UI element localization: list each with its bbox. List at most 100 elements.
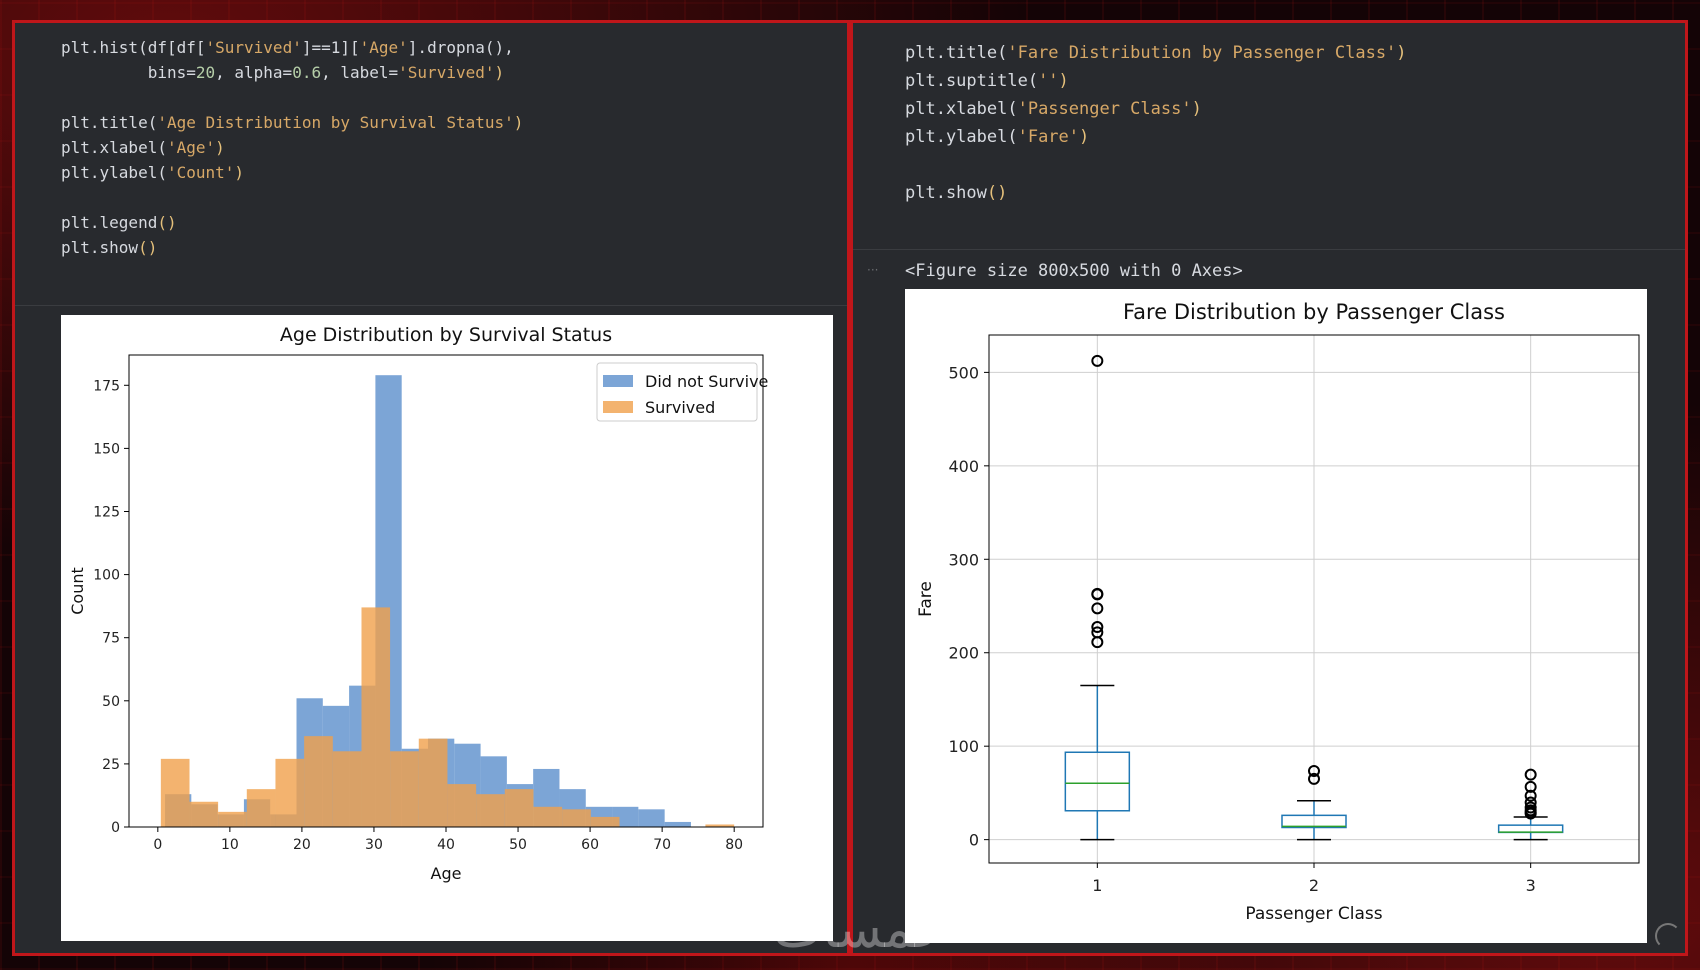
histogram-bar [638, 809, 665, 827]
x-tick-label: 20 [293, 837, 311, 853]
x-tick-label: 40 [437, 837, 455, 853]
code-token: plt.show [905, 183, 987, 203]
histogram-bar [504, 789, 534, 827]
code-token: plt.legend [61, 213, 158, 232]
outlier-point [1091, 602, 1104, 615]
code-line: plt.show() [905, 179, 1407, 207]
code-editor-right[interactable]: plt.title('Fare Distribution by Passenge… [905, 39, 1407, 207]
outlier-point [1091, 621, 1104, 634]
code-token: , label= [321, 63, 399, 82]
output-collapse-icon[interactable]: ··· [867, 263, 879, 277]
code-line: plt.title('Age Distribution by Survival … [61, 110, 523, 135]
code-token: () [157, 213, 177, 232]
histogram-bar [218, 811, 247, 827]
code-token: ) [215, 138, 225, 157]
y-tick-label: 50 [102, 694, 120, 710]
outlier-point [1524, 801, 1537, 814]
code-token: 'Fare Distribution by Passenger Class' [1007, 43, 1397, 63]
code-token: ) [1058, 71, 1069, 91]
code-token: 0.6 [292, 63, 322, 82]
notebook-cell-right[interactable]: plt.title('Fare Distribution by Passenge… [850, 20, 1688, 956]
code-line: plt.ylabel('Count') [61, 160, 523, 185]
y-tick-label: 75 [102, 631, 120, 647]
y-tick-label: 100 [93, 568, 120, 584]
outlier-point [1091, 354, 1104, 367]
code-token: plt.title( [61, 113, 158, 132]
x-tick-label: 50 [509, 837, 527, 853]
code-token: ].dropna(), [407, 38, 514, 57]
histogram-bar [664, 821, 691, 827]
code-token: 'Survived' [398, 63, 495, 82]
x-tick-label: 80 [725, 837, 743, 853]
x-tick-label: 3 [1526, 876, 1536, 895]
code-token: 'Fare' [1017, 127, 1080, 147]
histogram-bar [246, 789, 276, 827]
code-line: bins=20, alpha=0.6, label='Survived') [61, 60, 523, 85]
legend-label: Did not Survive [645, 372, 768, 391]
code-token: 'Age Distribution by Survival Status' [157, 113, 514, 132]
x-tick-label: 2 [1309, 876, 1319, 895]
code-line: plt.legend() [61, 210, 523, 235]
code-line: plt.suptitle('') [905, 67, 1407, 95]
code-token: ]==1][ [301, 38, 360, 57]
code-editor-left[interactable]: plt.hist(df[df['Survived']==1]['Age'].dr… [61, 35, 523, 260]
code-token: '' [1038, 71, 1059, 91]
notebook-cell-left[interactable]: plt.hist(df[df['Survived']==1]['Age'].dr… [12, 20, 850, 956]
histogram-plot: 0 10 20 30 40 50 60 70 80 0 25 50 75 100 125 150 175 Age … [61, 315, 833, 941]
code-token: () [986, 183, 1008, 203]
chart-title: Age Distribution by Survival Status [280, 324, 612, 346]
outlier-point [1524, 780, 1537, 793]
code-token: ) [234, 163, 245, 182]
x-tick-label: 70 [653, 837, 671, 853]
histogram-bar [275, 758, 305, 827]
y-tick-label: 0 [111, 820, 120, 836]
code-token: bins= [61, 63, 196, 82]
y-tick-label: 125 [93, 504, 120, 520]
code-token: 20 [195, 63, 216, 82]
y-tick-label: 500 [948, 363, 979, 382]
box [1064, 751, 1131, 812]
code-token: 'Survived' [205, 38, 302, 57]
y-tick-label: 150 [93, 441, 120, 457]
code-token: () [138, 238, 158, 257]
code-line: plt.hist(df[df['Survived']==1]['Age'].dr… [61, 35, 523, 60]
x-axis-label: Passenger Class [1245, 904, 1382, 924]
code-line: plt.ylabel('Fare') [905, 123, 1407, 151]
code-token: plt.xlabel( [61, 138, 167, 157]
legend-swatch [603, 401, 633, 413]
y-tick-label: 175 [93, 378, 120, 394]
legend-swatch [603, 375, 633, 387]
code-line [61, 85, 523, 110]
y-tick-label: 100 [948, 737, 979, 756]
y-tick-label: 300 [948, 550, 979, 569]
x-tick-label: 30 [365, 837, 383, 853]
x-tick-label: 60 [581, 837, 599, 853]
y-axis-label: Count [68, 567, 87, 615]
histogram-bar [705, 824, 735, 827]
outlier-point [1091, 626, 1104, 639]
code-token: plt.ylabel( [61, 163, 167, 182]
x-tick-label: 1 [1092, 876, 1102, 895]
histogram-chart: 0 10 20 30 40 50 60 70 80 0 25 50 75 100 125 150 175 Age … [68, 324, 768, 883]
x-axis-label: Age [431, 864, 462, 883]
code-token: ) [513, 113, 524, 132]
histogram-bar [447, 784, 477, 827]
histogram-bar [533, 806, 563, 827]
histogram-bar [590, 816, 620, 827]
watermark-logo: خمسات [773, 900, 947, 960]
code-line: plt.xlabel('Age') [61, 135, 523, 160]
x-tick-label: 0 [153, 837, 162, 853]
code-line: plt.xlabel('Passenger Class') [905, 95, 1407, 123]
legend-label: Survived [645, 398, 715, 417]
code-line: plt.title('Fare Distribution by Passenge… [905, 39, 1407, 67]
code-token: ) [1396, 43, 1407, 63]
outlier-point [1524, 796, 1537, 809]
box [1281, 814, 1347, 829]
resize-handle-icon[interactable] [1655, 923, 1681, 949]
code-token: ) [1079, 127, 1090, 147]
code-token: plt.xlabel( [905, 99, 1018, 119]
boxplot-plot: 1 2 3 0 100 200 300 400 500 Fare Distribution by … [905, 289, 1647, 943]
histogram-bar [476, 794, 505, 827]
code-line [905, 151, 1407, 179]
boxplot-chart: 1 2 3 0 100 200 300 400 500 Fare Distribution by … [916, 300, 1640, 924]
